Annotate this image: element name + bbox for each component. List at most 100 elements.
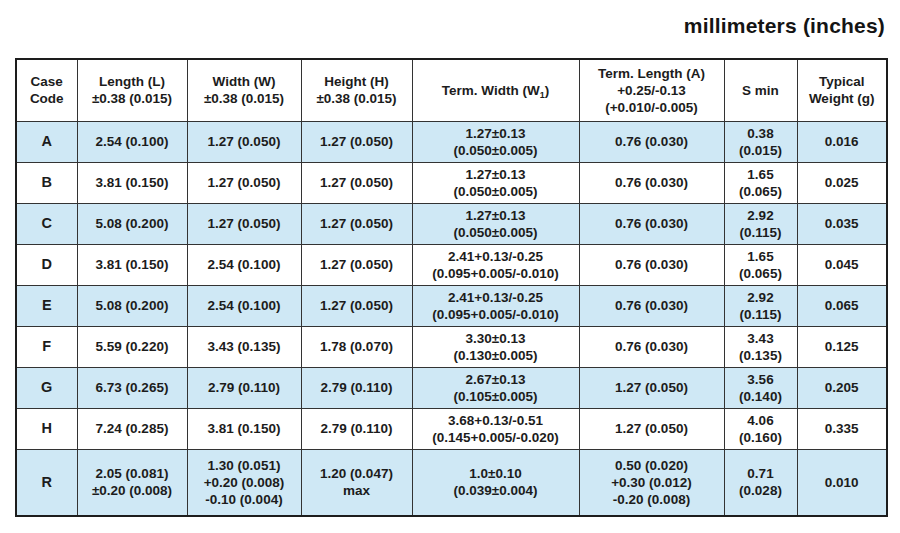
cell-e-weight: 0.065 bbox=[797, 285, 887, 326]
cell-h-s-min: 4.06(0.160) bbox=[724, 408, 797, 449]
cell-f-width: 3.43 (0.135) bbox=[187, 326, 301, 367]
cell-b-width: 1.27 (0.050) bbox=[187, 162, 301, 203]
cell-d-length: 3.81 (0.150) bbox=[77, 244, 187, 285]
header-line: Term. Width (W bbox=[442, 83, 540, 98]
cell-f-s-min: 3.43(0.135) bbox=[724, 326, 797, 367]
header-line: Case bbox=[31, 74, 63, 89]
cell-f-height: 1.78 (0.070) bbox=[301, 326, 412, 367]
cell-b-height: 1.27 (0.050) bbox=[301, 162, 412, 203]
cell-f-weight: 0.125 bbox=[797, 326, 887, 367]
header-line: ±0.38 (0.015) bbox=[204, 91, 284, 106]
units-title: millimeters (inches) bbox=[684, 14, 885, 38]
cell-h-weight: 0.335 bbox=[797, 408, 887, 449]
cell-d-height: 1.27 (0.050) bbox=[301, 244, 412, 285]
header-line: Length (L) bbox=[99, 74, 165, 89]
header-line: ±0.38 (0.015) bbox=[92, 91, 172, 106]
cell-c-case-code: C bbox=[16, 203, 77, 244]
table-header: Case Code Length (L) ±0.38 (0.015) Width… bbox=[16, 59, 887, 121]
cell-f-length: 5.59 (0.220) bbox=[77, 326, 187, 367]
cell-e-case-code: E bbox=[16, 285, 77, 326]
cell-d-weight: 0.045 bbox=[797, 244, 887, 285]
cell-r-width: 1.30 (0.051)+0.20 (0.008)-0.10 (0.004) bbox=[187, 449, 301, 516]
cell-c-width: 1.27 (0.050) bbox=[187, 203, 301, 244]
cell-e-length: 5.08 (0.200) bbox=[77, 285, 187, 326]
col-header-width: Width (W) ±0.38 (0.015) bbox=[187, 59, 301, 121]
cell-r-case-code: R bbox=[16, 449, 77, 516]
cell-d-term-width: 2.41+0.13/-0.25(0.095+0.005/-0.010) bbox=[412, 244, 579, 285]
cell-g-case-code: G bbox=[16, 367, 77, 408]
cell-c-weight: 0.035 bbox=[797, 203, 887, 244]
table-row-h: H7.24 (0.285)3.81 (0.150)2.79 (0.110)3.6… bbox=[16, 408, 887, 449]
cell-e-term-width: 2.41+0.13/-0.25(0.095+0.005/-0.010) bbox=[412, 285, 579, 326]
cell-r-height: 1.20 (0.047)max bbox=[301, 449, 412, 516]
col-header-term-length: Term. Length (A) +0.25/-0.13 (+0.010/-0.… bbox=[579, 59, 724, 121]
table-row-b: B3.81 (0.150)1.27 (0.050)1.27 (0.050)1.2… bbox=[16, 162, 887, 203]
cell-g-term-length: 1.27 (0.050) bbox=[579, 367, 724, 408]
cell-c-term-length: 0.76 (0.030) bbox=[579, 203, 724, 244]
cell-a-term-length: 0.76 (0.030) bbox=[579, 121, 724, 162]
table-row-f: F5.59 (0.220)3.43 (0.135)1.78 (0.070)3.3… bbox=[16, 326, 887, 367]
cell-g-weight: 0.205 bbox=[797, 367, 887, 408]
cell-g-width: 2.79 (0.110) bbox=[187, 367, 301, 408]
table-row-e: E5.08 (0.200)2.54 (0.100)1.27 (0.050)2.4… bbox=[16, 285, 887, 326]
cell-a-term-width: 1.27±0.13(0.050±0.005) bbox=[412, 121, 579, 162]
cell-g-term-width: 2.67±0.13(0.105±0.005) bbox=[412, 367, 579, 408]
cell-b-term-width: 1.27±0.13(0.050±0.005) bbox=[412, 162, 579, 203]
header-line: ) bbox=[545, 83, 550, 98]
cell-d-s-min: 1.65(0.065) bbox=[724, 244, 797, 285]
cell-c-height: 1.27 (0.050) bbox=[301, 203, 412, 244]
header-line: ±0.38 (0.015) bbox=[316, 91, 396, 106]
cell-b-length: 3.81 (0.150) bbox=[77, 162, 187, 203]
header-line: (+0.010/-0.005) bbox=[605, 100, 698, 115]
cell-g-length: 6.73 (0.265) bbox=[77, 367, 187, 408]
cell-d-case-code: D bbox=[16, 244, 77, 285]
cell-d-term-length: 0.76 (0.030) bbox=[579, 244, 724, 285]
col-header-term-width: Term. Width (W1) bbox=[412, 59, 579, 121]
table-row-g: G6.73 (0.265)2.79 (0.110)2.79 (0.110)2.6… bbox=[16, 367, 887, 408]
header-line: Term. Length (A) bbox=[598, 66, 705, 81]
header-row: Case Code Length (L) ±0.38 (0.015) Width… bbox=[16, 59, 887, 121]
cell-f-case-code: F bbox=[16, 326, 77, 367]
cell-h-width: 3.81 (0.150) bbox=[187, 408, 301, 449]
table-row-d: D3.81 (0.150)2.54 (0.100)1.27 (0.050)2.4… bbox=[16, 244, 887, 285]
cell-a-case-code: A bbox=[16, 121, 77, 162]
cell-h-case-code: H bbox=[16, 408, 77, 449]
col-header-case-code: Case Code bbox=[16, 59, 77, 121]
header-line: Height (H) bbox=[324, 74, 389, 89]
col-header-s-min: S min bbox=[724, 59, 797, 121]
cell-a-height: 1.27 (0.050) bbox=[301, 121, 412, 162]
header-line: +0.25/-0.13 bbox=[617, 83, 686, 98]
dimensions-table: Case Code Length (L) ±0.38 (0.015) Width… bbox=[15, 58, 888, 517]
cell-h-height: 2.79 (0.110) bbox=[301, 408, 412, 449]
cell-d-width: 2.54 (0.100) bbox=[187, 244, 301, 285]
table-body: A2.54 (0.100)1.27 (0.050)1.27 (0.050)1.2… bbox=[16, 121, 887, 516]
cell-a-length: 2.54 (0.100) bbox=[77, 121, 187, 162]
cell-a-s-min: 0.38(0.015) bbox=[724, 121, 797, 162]
col-header-length: Length (L) ±0.38 (0.015) bbox=[77, 59, 187, 121]
cell-b-term-length: 0.76 (0.030) bbox=[579, 162, 724, 203]
header-line: Weight (g) bbox=[809, 91, 875, 106]
header-line: Typical bbox=[819, 74, 865, 89]
cell-e-term-length: 0.76 (0.030) bbox=[579, 285, 724, 326]
cell-e-width: 2.54 (0.100) bbox=[187, 285, 301, 326]
cell-r-length: 2.05 (0.081)±0.20 (0.008) bbox=[77, 449, 187, 516]
cell-f-term-width: 3.30±0.13(0.130±0.005) bbox=[412, 326, 579, 367]
cell-c-term-width: 1.27±0.13(0.050±0.005) bbox=[412, 203, 579, 244]
cell-h-term-width: 3.68+0.13/-0.51(0.145+0.005/-0.020) bbox=[412, 408, 579, 449]
table-row-a: A2.54 (0.100)1.27 (0.050)1.27 (0.050)1.2… bbox=[16, 121, 887, 162]
cell-b-weight: 0.025 bbox=[797, 162, 887, 203]
cell-g-s-min: 3.56(0.140) bbox=[724, 367, 797, 408]
cell-e-s-min: 2.92(0.115) bbox=[724, 285, 797, 326]
cell-a-width: 1.27 (0.050) bbox=[187, 121, 301, 162]
cell-c-s-min: 2.92(0.115) bbox=[724, 203, 797, 244]
cell-b-s-min: 1.65(0.065) bbox=[724, 162, 797, 203]
cell-r-term-width: 1.0±0.10(0.039±0.004) bbox=[412, 449, 579, 516]
header-line: S min bbox=[742, 83, 779, 98]
cell-a-weight: 0.016 bbox=[797, 121, 887, 162]
table-row-r: R2.05 (0.081)±0.20 (0.008)1.30 (0.051)+0… bbox=[16, 449, 887, 516]
page: millimeters (inches) Case Code Length (L… bbox=[0, 0, 900, 533]
cell-f-term-length: 0.76 (0.030) bbox=[579, 326, 724, 367]
cell-b-case-code: B bbox=[16, 162, 77, 203]
cell-e-height: 1.27 (0.050) bbox=[301, 285, 412, 326]
header-line: Code bbox=[30, 91, 64, 106]
